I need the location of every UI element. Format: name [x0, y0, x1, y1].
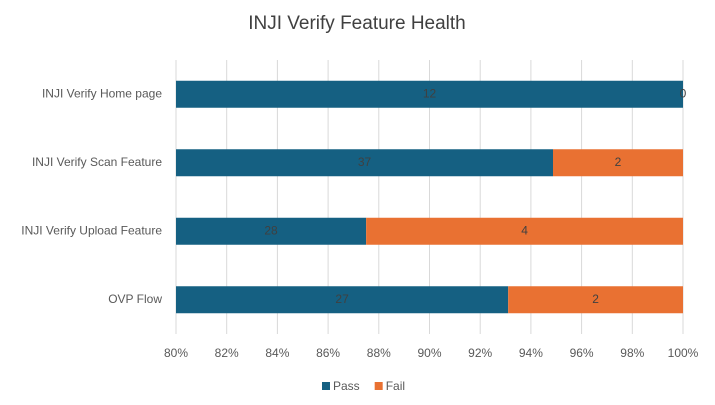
data-label: 4: [521, 223, 528, 237]
legend-swatch: [374, 382, 383, 390]
y-tick-label: INJI Verify Scan Feature: [32, 155, 162, 169]
data-label: 12: [423, 86, 437, 100]
x-tick-label: 92%: [468, 346, 492, 360]
bar-segment: [176, 286, 509, 314]
x-tick-label: 86%: [316, 346, 340, 360]
y-tick-label: INJI Verify Upload Feature: [21, 223, 162, 237]
legend-label: Pass: [333, 379, 360, 393]
x-tick-label: 84%: [265, 346, 289, 360]
bar-segment: [553, 149, 683, 177]
data-label: 2: [615, 155, 622, 169]
data-label: 28: [264, 223, 278, 237]
data-label: 0: [680, 86, 687, 100]
y-tick-label: INJI Verify Home page: [42, 86, 162, 100]
data-label: 27: [335, 292, 349, 306]
x-tick-label: 88%: [367, 346, 391, 360]
chart-title: INJI Verify Feature Health: [248, 13, 466, 34]
y-tick-label: OVP Flow: [108, 292, 162, 306]
x-tick-label: 82%: [215, 346, 239, 360]
x-tick-label: 90%: [417, 346, 441, 360]
bar-segment: [176, 217, 367, 245]
x-tick-label: 98%: [620, 346, 644, 360]
x-tick-label: 94%: [519, 346, 543, 360]
data-label: 2: [592, 292, 599, 306]
x-tick-label: 100%: [668, 346, 699, 360]
bar-segment: [176, 149, 553, 177]
x-tick-label: 96%: [570, 346, 594, 360]
bar-segment: [366, 217, 683, 245]
legend-swatch: [322, 382, 330, 390]
bar-segment: [176, 80, 683, 108]
bar-segment: [508, 286, 683, 314]
x-tick-label: 80%: [164, 346, 188, 360]
data-label: 37: [358, 155, 372, 169]
legend-label: Fail: [386, 379, 405, 393]
